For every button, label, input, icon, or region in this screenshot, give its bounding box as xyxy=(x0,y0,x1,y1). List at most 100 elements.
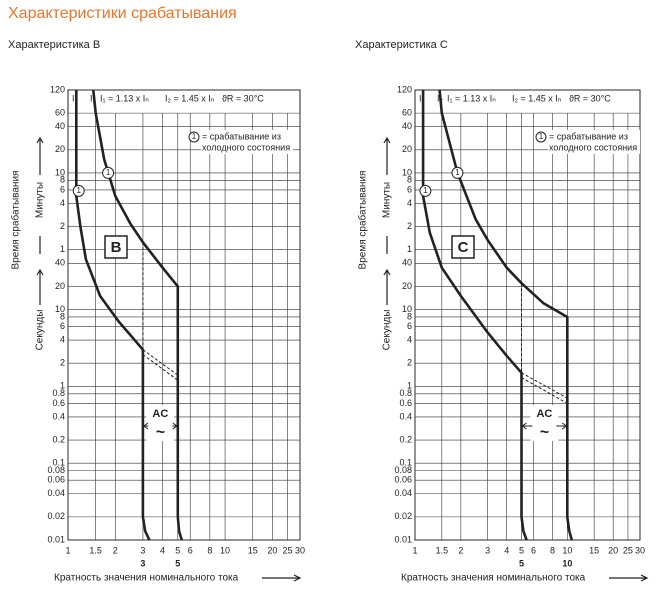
x-tick-label: 25 xyxy=(623,545,633,555)
curve-letter: B xyxy=(111,239,122,256)
y-tick-label: 40 xyxy=(402,121,412,131)
x-tick-label: 15 xyxy=(589,545,599,555)
ac-bg xyxy=(530,405,559,441)
note-marker xyxy=(535,131,547,143)
x-tick-label: 1.5 xyxy=(436,545,449,555)
y-tick-label: 8 xyxy=(407,175,412,185)
note-marker-label: 1 xyxy=(192,132,197,141)
y-tick-label: 4 xyxy=(407,198,412,208)
y-tick-label: 0.08 xyxy=(47,465,65,475)
chart: Характеристика B120604020108642140201086… xyxy=(8,39,305,584)
header-row xyxy=(69,91,299,107)
y-tick-label: 0.02 xyxy=(47,511,65,521)
chart-subtitle: Характеристика C xyxy=(355,39,448,51)
highlight-tick-label: 10 xyxy=(562,558,572,568)
header-formula: I₁ = 1.13 x Iₙ xyxy=(100,93,149,103)
ac-symbol: ~ xyxy=(156,424,165,441)
y-tick-label: 0.2 xyxy=(52,434,65,444)
note-line: холодного состояния xyxy=(202,142,290,152)
header-formula: ϑR = 30°C xyxy=(569,93,611,103)
note-marker xyxy=(188,131,200,143)
curve xyxy=(92,89,184,541)
x-tick-label: 25 xyxy=(283,545,293,555)
curve xyxy=(75,90,151,541)
header-row xyxy=(416,91,639,107)
curve-marker xyxy=(102,166,115,179)
y-tick-label: 2 xyxy=(407,358,412,368)
plot-frame xyxy=(414,89,641,541)
y-tick-label: 0.06 xyxy=(394,475,412,485)
x-tick-label: 15 xyxy=(248,545,258,555)
letter-box xyxy=(104,235,128,259)
y-tick-label: 2 xyxy=(60,358,65,368)
x-tick-label: 20 xyxy=(608,545,618,555)
y-tick-label: 0.06 xyxy=(47,475,65,485)
y-tick-label: 20 xyxy=(402,144,412,154)
y-tick-label: 0.2 xyxy=(399,434,412,444)
ac-symbol: ~ xyxy=(540,424,549,441)
x-tick-label: 10 xyxy=(220,545,230,555)
y-tick-label: 0.08 xyxy=(394,465,412,475)
seconds-label: Секунды xyxy=(382,310,393,351)
ac-arrows xyxy=(143,422,178,430)
header-formula: I₂ = 1.45 x Iₙ xyxy=(512,93,562,103)
y-tick-label: 20 xyxy=(402,281,412,291)
y-tick-label: 20 xyxy=(55,144,65,154)
ac-bg xyxy=(146,405,175,441)
y-tick-label: 10 xyxy=(402,304,412,314)
seconds-label: Секунды xyxy=(35,310,46,351)
y-tick-label: 0.02 xyxy=(394,511,412,521)
header-formula: I₂ = 1.45 x Iₙ xyxy=(165,93,215,103)
y-tick-label: 8 xyxy=(60,311,65,321)
header-formula: ϑR = 30°C xyxy=(222,93,264,103)
note-line: = срабатывание из xyxy=(549,131,628,141)
header-formula: I₁ = 1.13 x Iₙ xyxy=(447,93,496,103)
x-tick-label: 2 xyxy=(113,545,118,555)
x-tick-label: 4 xyxy=(160,545,165,555)
y-tick-label: 6 xyxy=(407,321,412,331)
y-tick-label: 6 xyxy=(60,184,65,194)
y-tick-label: 40 xyxy=(55,258,65,268)
chart: Характеристика C120604020108642140201086… xyxy=(355,39,649,584)
y-tick-label: 10 xyxy=(55,167,65,177)
dashed-curve xyxy=(521,372,568,399)
y-tick-label: 10 xyxy=(402,167,412,177)
y-tick-label: 0.6 xyxy=(399,398,412,408)
y-tick-label: 1 xyxy=(60,244,65,254)
note-line: = срабатывание из xyxy=(202,131,281,141)
x-tick-label: 30 xyxy=(295,545,305,555)
y-tick-label: 1 xyxy=(60,381,65,391)
x-tick-label: 1 xyxy=(65,545,70,555)
y-tick-label: 0.01 xyxy=(47,534,65,544)
x-tick-label: 5 xyxy=(519,545,524,555)
x-tick-label: 8 xyxy=(207,545,212,555)
curve xyxy=(438,89,574,541)
y-axis-title: Время срабатывания xyxy=(357,171,369,270)
curve-marker xyxy=(72,184,85,197)
x-tick-label: 10 xyxy=(562,545,572,555)
x-tick-label: 8 xyxy=(550,545,555,555)
x-tick-label: 30 xyxy=(635,545,645,555)
curve-marker-label: 1 xyxy=(423,186,428,195)
dashed-curve xyxy=(521,377,568,404)
y-tick-label: 0.4 xyxy=(399,411,412,421)
x-axis-title: Кратность значения номинального тока xyxy=(401,573,586,584)
dashed-curve xyxy=(142,349,179,376)
x-tick-label: 4 xyxy=(504,545,509,555)
y-tick-label: 0.6 xyxy=(52,398,65,408)
curve-marker-label: 1 xyxy=(106,168,111,177)
y-tick-label: 60 xyxy=(402,108,412,118)
y-tick-label: 8 xyxy=(60,175,65,185)
highlight-tick-label: 5 xyxy=(175,558,180,568)
highlight-tick-label: 3 xyxy=(140,558,145,568)
y-tick-label: 0.04 xyxy=(47,488,65,498)
x-arrow xyxy=(262,574,302,582)
note-line: холодного состояния xyxy=(549,142,637,152)
x-tick-label: 6 xyxy=(188,545,193,555)
y-tick-label: 40 xyxy=(55,121,65,131)
y-tick-label: 0.4 xyxy=(52,411,65,421)
y-tick-label: 2 xyxy=(407,221,412,231)
y-tick-label: 8 xyxy=(407,311,412,321)
ac-arrows xyxy=(521,422,568,430)
minutes-label: Минуты xyxy=(35,182,46,218)
